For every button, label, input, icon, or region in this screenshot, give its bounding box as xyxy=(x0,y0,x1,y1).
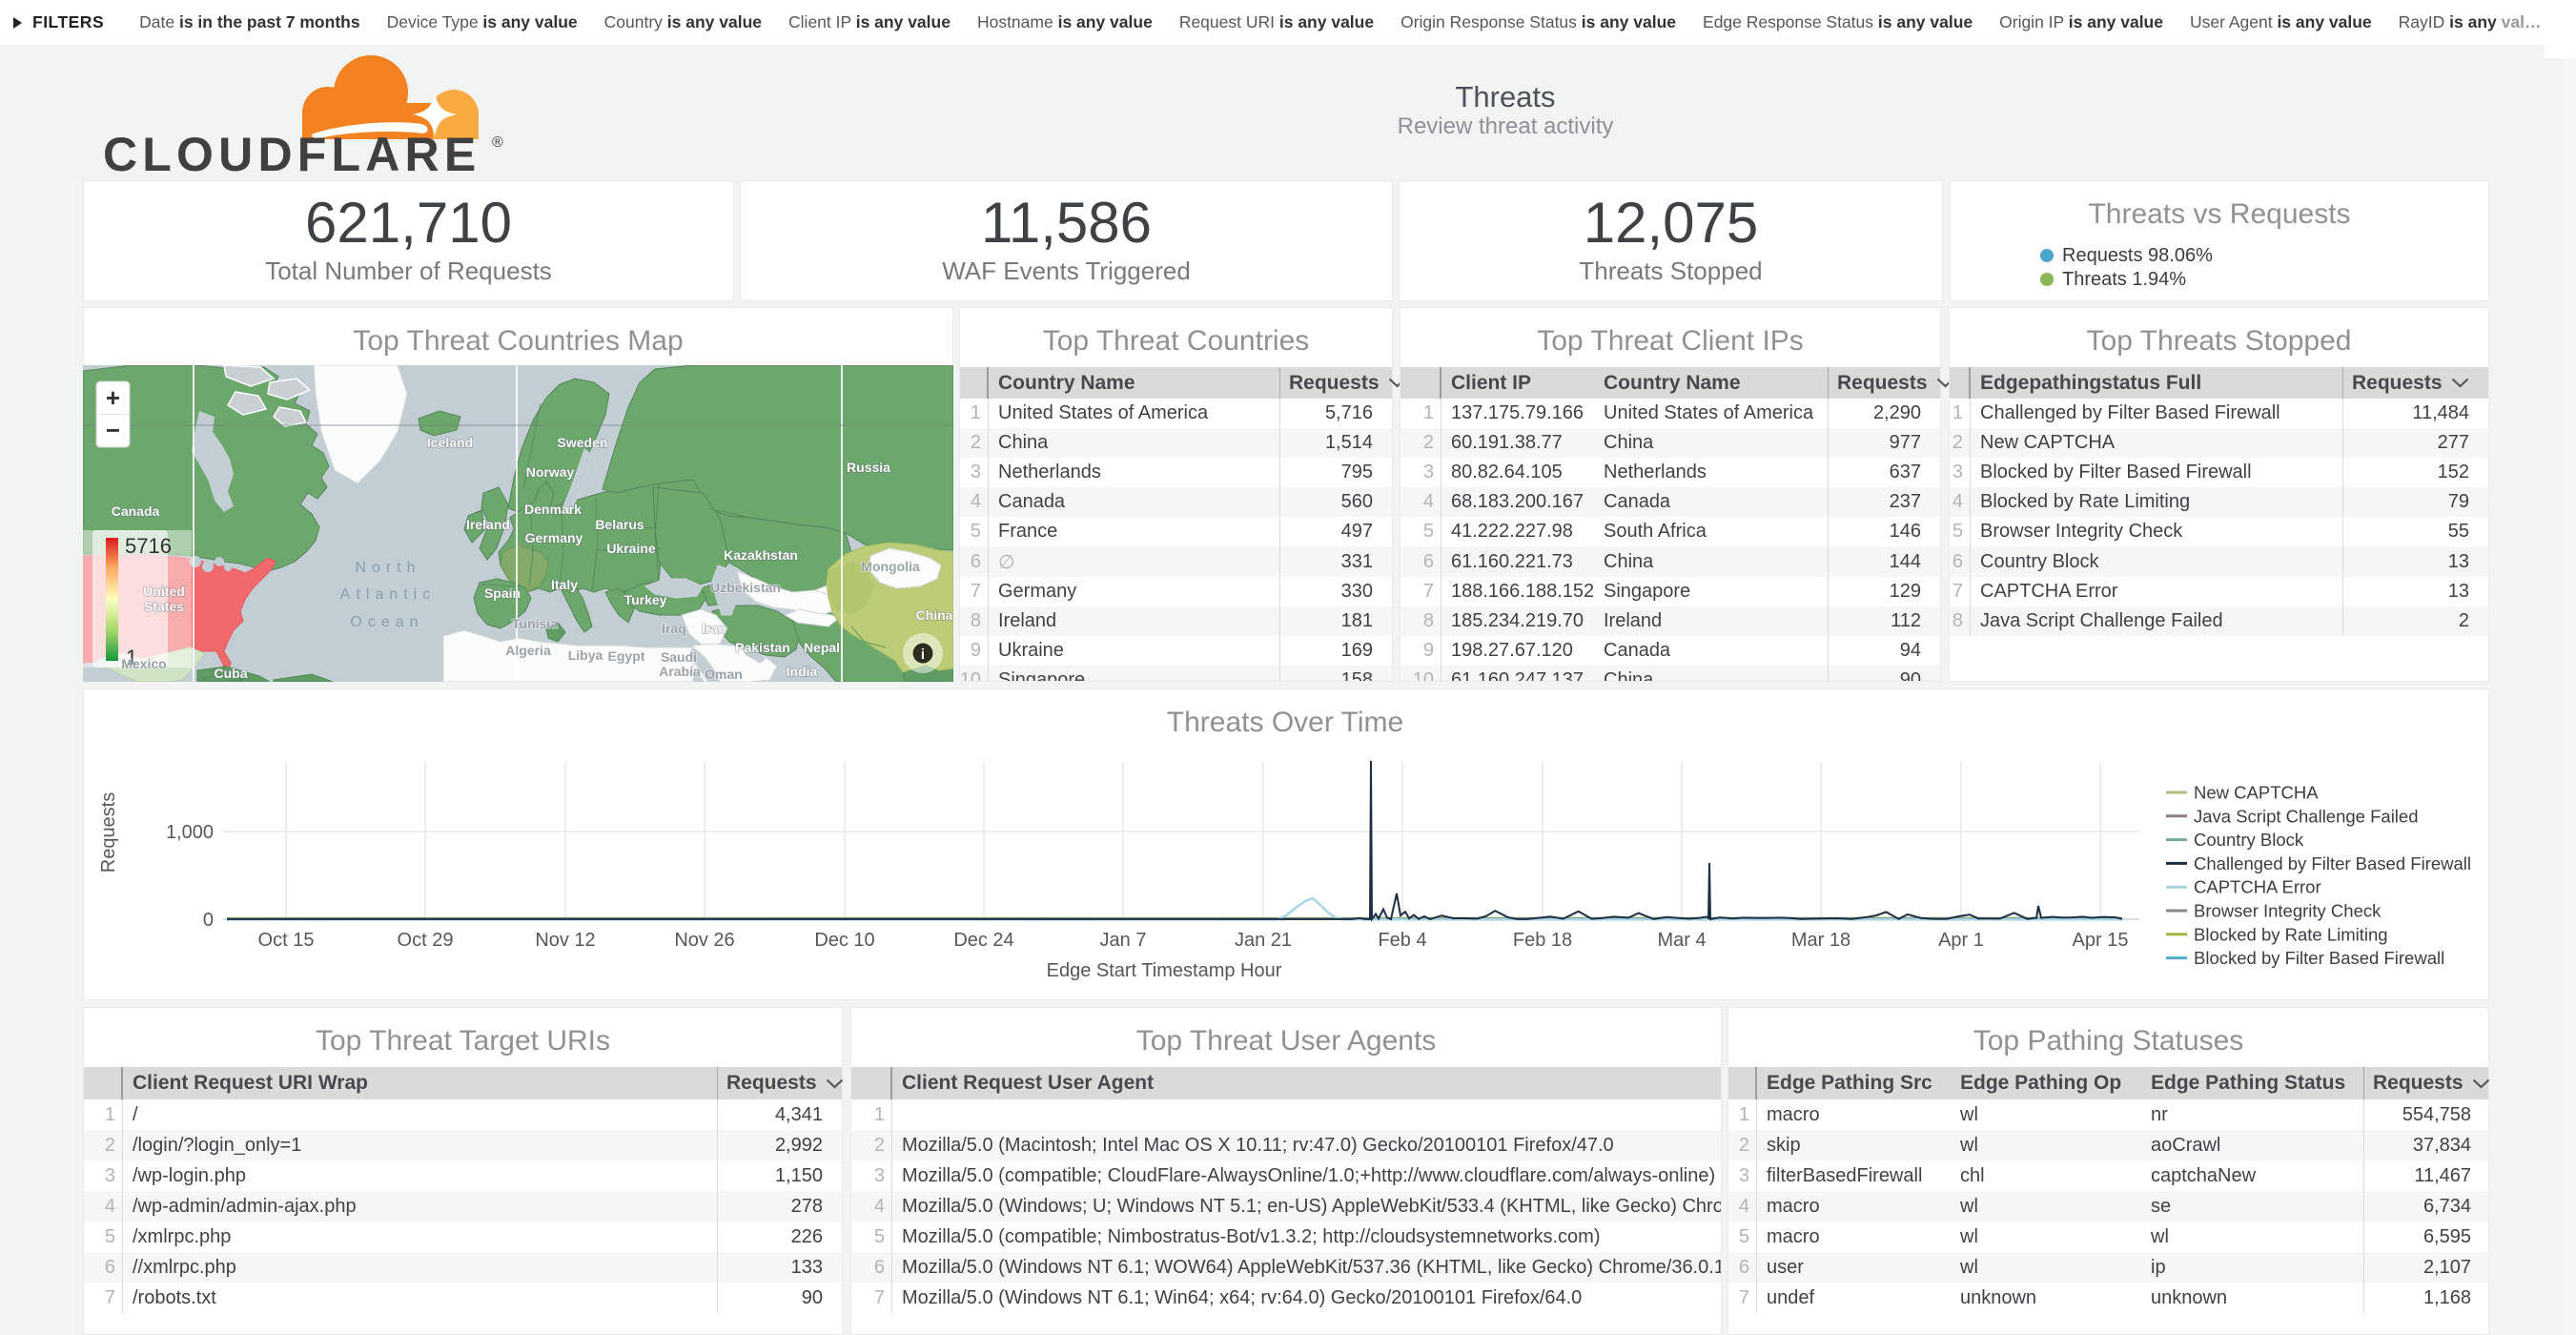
svg-text:Apr 1: Apr 1 xyxy=(1938,930,1984,951)
svg-text:Germany: Germany xyxy=(525,530,583,545)
svg-text:Spain: Spain xyxy=(484,585,521,601)
svg-text:Mongolia: Mongolia xyxy=(861,559,920,574)
svg-text:Arabia: Arabia xyxy=(659,664,701,679)
svg-text:−: − xyxy=(106,416,120,444)
svg-text:Belarus: Belarus xyxy=(595,517,644,532)
svg-text:Turkey: Turkey xyxy=(624,592,667,607)
svg-text:Ireland: Ireland xyxy=(466,517,510,532)
svg-text:Kazakhstan: Kazakhstan xyxy=(724,547,798,563)
svg-text:Denmark: Denmark xyxy=(524,502,582,517)
svg-text:Mar 4: Mar 4 xyxy=(1657,930,1706,951)
svg-text:Blocked by Filter Based Firewa: Blocked by Filter Based Firewall xyxy=(2194,948,2444,968)
svg-text:Nov 12: Nov 12 xyxy=(535,930,595,951)
svg-text:Challenged by Filter Based Fir: Challenged by Filter Based Firewall xyxy=(2194,853,2471,873)
svg-text:Sweden: Sweden xyxy=(558,435,608,450)
svg-text:Dec 24: Dec 24 xyxy=(953,930,1013,951)
svg-text:Requests: Requests xyxy=(98,792,119,873)
svg-text:Italy: Italy xyxy=(551,577,578,592)
svg-text:Russia: Russia xyxy=(847,460,890,475)
svg-text:Tunisia: Tunisia xyxy=(512,616,558,631)
svg-text:Country Block: Country Block xyxy=(2194,830,2304,850)
svg-text:India: India xyxy=(787,664,818,679)
svg-text:Dec 10: Dec 10 xyxy=(814,930,874,951)
svg-text:Java Script Challenge Failed: Java Script Challenge Failed xyxy=(2194,806,2419,826)
svg-text:Saudi: Saudi xyxy=(661,649,697,665)
svg-text:Nov 26: Nov 26 xyxy=(674,930,734,951)
svg-text:Feb 4: Feb 4 xyxy=(1378,930,1426,951)
svg-text:China: China xyxy=(916,607,953,623)
svg-text:Apr 15: Apr 15 xyxy=(2073,930,2129,951)
svg-text:CLOUDFLARE: CLOUDFLARE xyxy=(103,128,480,181)
svg-text:New CAPTCHA: New CAPTCHA xyxy=(2194,783,2319,803)
svg-text:Feb 18: Feb 18 xyxy=(1513,930,1572,951)
svg-text:Iceland: Iceland xyxy=(427,435,473,450)
svg-text:Norway: Norway xyxy=(526,464,575,480)
svg-text:Edge Start Timestamp Hour: Edge Start Timestamp Hour xyxy=(1047,960,1282,981)
svg-text:Atlantic: Atlantic xyxy=(340,586,436,603)
svg-text:Oman: Oman xyxy=(705,667,743,682)
svg-text:Blocked by Rate Limiting: Blocked by Rate Limiting xyxy=(2194,924,2388,944)
svg-text:Ocean: Ocean xyxy=(350,614,423,630)
svg-text:Iran: Iran xyxy=(702,621,726,636)
svg-text:1: 1 xyxy=(126,646,137,669)
svg-text:Jan 21: Jan 21 xyxy=(1235,930,1292,951)
svg-text:5716: 5716 xyxy=(125,534,172,558)
svg-text:i: i xyxy=(921,647,925,663)
svg-text:Iraq: Iraq xyxy=(662,621,686,636)
svg-text:1,000: 1,000 xyxy=(166,822,214,843)
svg-text:United: United xyxy=(143,584,185,599)
svg-text:Mexico: Mexico xyxy=(121,656,166,671)
svg-text:North: North xyxy=(355,560,420,576)
svg-text:Browser Integrity Check: Browser Integrity Check xyxy=(2194,901,2382,921)
svg-text:Jan 7: Jan 7 xyxy=(1100,930,1147,951)
svg-text:Pakistan: Pakistan xyxy=(735,640,790,655)
svg-text:Ukraine: Ukraine xyxy=(606,541,656,556)
svg-text:Uzbekistan: Uzbekistan xyxy=(710,580,781,595)
svg-text:Threats Over Time: Threats Over Time xyxy=(1167,707,1403,738)
svg-text:States: States xyxy=(144,599,184,614)
svg-text:Cuba: Cuba xyxy=(215,666,248,681)
svg-text:Nepal: Nepal xyxy=(804,640,840,655)
svg-text:®: ® xyxy=(492,134,503,151)
svg-text:0: 0 xyxy=(203,910,214,931)
svg-text:Algeria: Algeria xyxy=(505,643,551,658)
svg-text:+: + xyxy=(106,383,120,412)
svg-text:Mar 18: Mar 18 xyxy=(1791,930,1850,951)
svg-text:Oct 15: Oct 15 xyxy=(258,930,315,951)
svg-text:Libya: Libya xyxy=(568,647,603,663)
svg-text:Oct 29: Oct 29 xyxy=(398,930,454,951)
svg-text:Canada: Canada xyxy=(112,503,160,519)
svg-text:CAPTCHA Error: CAPTCHA Error xyxy=(2194,877,2321,897)
svg-text:Egypt: Egypt xyxy=(608,648,645,664)
